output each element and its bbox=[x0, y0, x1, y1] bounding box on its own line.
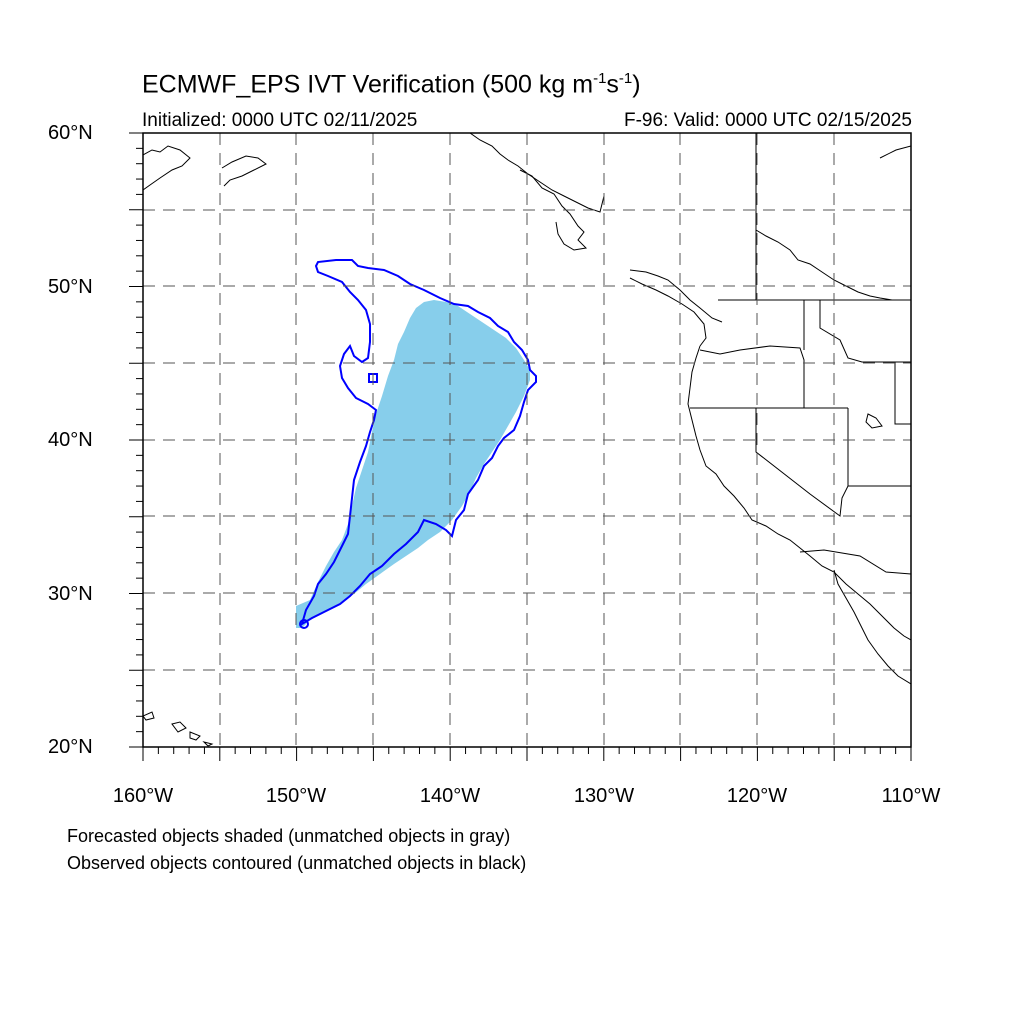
init-time-label: Initialized: 0000 UTC 02/11/2025 bbox=[142, 110, 418, 131]
legend-note-forecast: Forecasted objects shaded (unmatched obj… bbox=[67, 826, 511, 846]
map-title: ECMWF_EPS IVT Verification (500 kg m-1s-… bbox=[142, 70, 641, 99]
forecast-object-shaded bbox=[296, 300, 530, 628]
gridlines bbox=[143, 133, 911, 747]
title-exponent-2: -1 bbox=[618, 70, 633, 87]
lon-label-110w: 110°W bbox=[881, 785, 941, 807]
axis-ticks bbox=[129, 132, 912, 761]
lat-label-60n: 60°N bbox=[48, 122, 93, 144]
valid-time-label: F-96: Valid: 0000 UTC 02/15/2025 bbox=[624, 110, 912, 131]
observed-object-contour bbox=[300, 259, 537, 627]
title-main: ECMWF_EPS IVT Verification (500 kg m bbox=[142, 70, 594, 99]
title-end: ) bbox=[632, 70, 641, 99]
lat-label-40n: 40°N bbox=[48, 429, 93, 451]
lon-label-140w: 140°W bbox=[419, 785, 481, 807]
observed-contour-small-loop bbox=[299, 619, 309, 629]
political-borders bbox=[690, 133, 911, 575]
lon-label-130w: 130°W bbox=[573, 785, 635, 807]
lat-label-50n: 50°N bbox=[48, 276, 93, 298]
title-mid: s bbox=[606, 70, 619, 99]
lon-label-150w: 150°W bbox=[265, 785, 327, 807]
lat-label-30n: 30°N bbox=[48, 583, 93, 605]
title-exponent-1: -1 bbox=[593, 70, 607, 87]
lon-label-160w: 160°W bbox=[112, 785, 174, 807]
lat-label-20n: 20°N bbox=[48, 736, 93, 758]
legend-note-observed: Observed objects contoured (unmatched ob… bbox=[67, 853, 527, 873]
lon-label-120w: 120°W bbox=[726, 785, 788, 807]
